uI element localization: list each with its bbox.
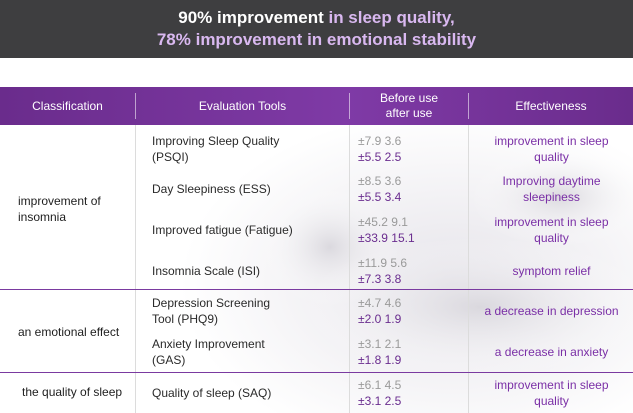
effectiveness-line: improvement in sleep — [494, 134, 609, 148]
tool-name: Anxiety Improvement (GAS) — [152, 336, 265, 368]
before-value: ±4.7 4.6 — [358, 296, 402, 310]
header-effectiveness: Effectiveness — [515, 99, 587, 113]
tool-name: Improved fatigue (Fatigue) — [152, 223, 293, 237]
tool-name-line: (GAS) — [152, 353, 186, 367]
before-after-values: ±4.7 4.6 ±2.0 1.9 — [358, 295, 468, 327]
effectiveness-line: quality — [534, 394, 569, 408]
effectiveness-text: improvement in sleep quality — [470, 377, 633, 409]
group-divider — [0, 372, 633, 373]
effectiveness-text: improvement in sleep quality — [470, 133, 633, 165]
before-after-values: ±3.1 2.1 ±1.8 1.9 — [358, 336, 468, 368]
tool-name: Depression Screening Tool (PHQ9) — [152, 295, 270, 327]
before-value: ±45.2 9.1 — [358, 215, 408, 229]
header-classification: Classification — [32, 99, 103, 113]
effectiveness-line: quality — [534, 150, 569, 164]
after-value: ±7.3 3.8 — [358, 272, 402, 286]
effectiveness-text: a decrease in depression — [484, 304, 619, 318]
header-divider — [468, 93, 469, 119]
before-after-values: ±11.9 5.6 ±7.3 3.8 — [358, 255, 468, 287]
tool-name: Insomnia Scale (ISI) — [152, 264, 261, 278]
header-divider — [349, 93, 350, 119]
after-value: ±33.9 15.1 — [358, 231, 415, 245]
tool-name: Quality of sleep (SAQ) — [152, 386, 272, 400]
after-value: ±5.5 2.5 — [358, 150, 402, 164]
before-value: ±3.1 2.1 — [358, 337, 402, 351]
before-value: ±6.1 4.5 — [358, 378, 402, 392]
tool-name-line: Depression Screening — [152, 296, 271, 310]
group-label-sleep-quality: the quality of sleep — [22, 385, 123, 399]
group-label-line: improvement of — [18, 194, 101, 208]
effectiveness-text: symptom relief — [512, 264, 591, 278]
tool-name-line: Improving Sleep Quality — [152, 134, 280, 148]
effectiveness-line: sleepiness — [523, 190, 580, 204]
headline-banner: 90% improvement in sleep quality, 78% im… — [0, 0, 633, 58]
header-before-after: Before use after use — [350, 87, 468, 125]
after-value: ±3.1 2.5 — [358, 394, 402, 408]
tool-name-line: Tool (PHQ9) — [152, 312, 219, 326]
before-after-values: ±8.5 3.6 ±5.5 3.4 — [358, 173, 468, 205]
sleeping-person-background-image — [0, 87, 633, 413]
table-header-row: Classification Evaluation Tools Before u… — [0, 87, 633, 125]
effectiveness-line: improvement in sleep — [494, 215, 609, 229]
group-label-insomnia: improvement of insomnia — [18, 193, 153, 225]
before-after-values: ±45.2 9.1 ±33.9 15.1 — [358, 214, 468, 246]
column-divider — [468, 125, 469, 413]
before-value: ±8.5 3.6 — [358, 174, 402, 188]
before-value: ±7.9 3.6 — [358, 134, 402, 148]
effectiveness-line: quality — [534, 231, 569, 245]
effectiveness-line: Improving daytime — [502, 174, 601, 188]
headline-sleep-percent: 90% improvement — [178, 8, 324, 27]
column-divider — [349, 125, 350, 413]
tool-name-line: (PSQI) — [152, 150, 189, 164]
effectiveness-line: improvement in sleep — [494, 378, 609, 392]
header-evaluation-tools: Evaluation Tools — [198, 99, 287, 113]
header-before-use: Before use — [379, 91, 439, 105]
header-after-use: after use — [385, 106, 433, 120]
after-value: ±5.5 3.4 — [358, 190, 402, 204]
effectiveness-text: improvement in sleep quality — [470, 214, 633, 246]
before-after-values: ±7.9 3.6 ±5.5 2.5 — [358, 133, 468, 165]
group-label-emotional: an emotional effect — [18, 325, 120, 339]
headline-line-2: 78% improvement in emotional stability — [156, 30, 477, 49]
effectiveness-text: a decrease in anxiety — [494, 345, 609, 359]
results-table: Classification Evaluation Tools Before u… — [0, 87, 633, 413]
before-after-values: ±6.1 4.5 ±3.1 2.5 — [358, 377, 468, 409]
tool-name: Improving Sleep Quality (PSQI) — [152, 133, 279, 165]
group-divider — [0, 289, 633, 290]
tool-name-line: Anxiety Improvement — [152, 337, 265, 351]
before-value: ±11.9 5.6 — [358, 256, 408, 270]
headline-sleep-text: in sleep quality, — [323, 8, 455, 27]
after-value: ±2.0 1.9 — [358, 312, 402, 326]
headline-line-1: 90% improvement in sleep quality, — [178, 7, 455, 29]
column-divider — [135, 125, 136, 413]
after-value: ±1.8 1.9 — [358, 353, 402, 367]
group-label-line: insomnia — [18, 210, 67, 224]
header-divider — [135, 93, 136, 119]
tool-name: Day Sleepiness (ESS) — [152, 182, 271, 196]
effectiveness-text: Improving daytime sleepiness — [470, 173, 633, 205]
